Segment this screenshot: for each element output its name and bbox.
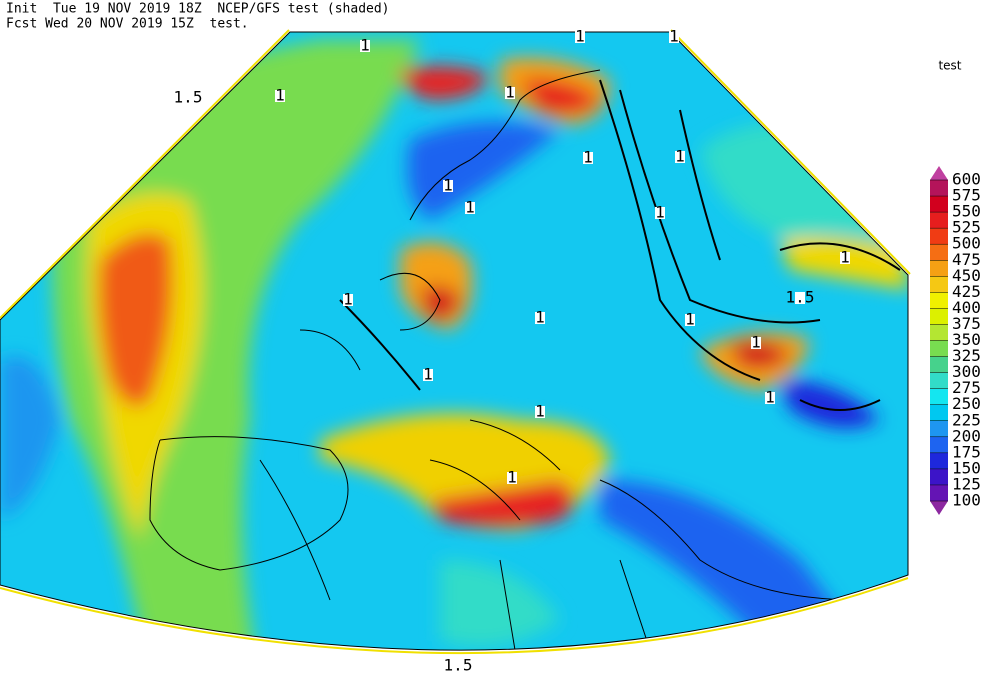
contour-label-box xyxy=(751,337,761,349)
colorbar-label: 525 xyxy=(952,218,981,237)
contour-label: 1.5 xyxy=(174,88,203,107)
contour-label: 1 xyxy=(443,176,453,195)
colorbar-label: 150 xyxy=(952,458,981,477)
colorbar-label: 125 xyxy=(952,474,981,493)
contour-label: 1 xyxy=(675,147,685,166)
contour-label-box xyxy=(795,292,805,304)
contour-label: 1 xyxy=(575,27,585,46)
colorbar-label: 275 xyxy=(952,378,981,397)
contour-label-box xyxy=(840,252,850,264)
contour-label-box xyxy=(675,151,685,163)
colorbar-label: 600 xyxy=(952,170,981,189)
colorbar-swatch xyxy=(930,340,948,357)
contour-label: 1 xyxy=(360,36,370,55)
colorbar-swatch xyxy=(930,228,948,245)
contour-label-box xyxy=(465,202,475,214)
contour-label-box xyxy=(183,92,193,104)
contour-label-box xyxy=(685,314,695,326)
shaded-field xyxy=(0,32,908,651)
colorbar: test 10012515017520022525027530032535037… xyxy=(930,59,981,515)
colorbar-swatch xyxy=(930,468,948,485)
colorbar-title: test xyxy=(938,59,961,73)
contour-label: 1 xyxy=(465,198,475,217)
contours xyxy=(339,79,901,411)
contour-label-box xyxy=(453,660,463,672)
contour-label-box xyxy=(275,90,285,102)
contour-label: 1 xyxy=(535,402,545,421)
contour-label: 1 xyxy=(840,248,850,267)
colorbar-swatch xyxy=(930,244,948,261)
header-line-1: Init Tue 19 NOV 2019 18Z NCEP/GFS test (… xyxy=(6,2,390,17)
colorbar-swatch xyxy=(930,356,948,373)
colorbar-swatch xyxy=(930,372,948,389)
colorbar-label: 225 xyxy=(952,410,981,429)
contour-label: 1 xyxy=(535,308,545,327)
colorbar-over xyxy=(930,166,948,180)
contour-label-box xyxy=(655,207,665,219)
colorbar-swatch xyxy=(930,420,948,437)
contour-label: 1 xyxy=(343,290,353,309)
colorbar-label: 250 xyxy=(952,394,981,413)
colorbar-label: 350 xyxy=(952,330,981,349)
colorbar-swatch xyxy=(930,452,948,469)
contour-label-box xyxy=(360,40,370,52)
colorbar-under xyxy=(930,501,948,515)
contour-label: 1 xyxy=(507,468,517,487)
contour-label: 1 xyxy=(751,333,761,352)
contour-label-box xyxy=(765,392,775,404)
contour-label-box xyxy=(505,87,515,99)
contour-label-box xyxy=(535,406,545,418)
colorbar-swatch xyxy=(930,180,948,197)
colorbar-label: 375 xyxy=(952,314,981,333)
contour-label: 1 xyxy=(685,310,695,329)
colorbar-swatch xyxy=(930,388,948,405)
contour-label: 1 xyxy=(423,365,433,384)
colorbar-label: 325 xyxy=(952,346,981,365)
colorbar-label: 575 xyxy=(952,186,981,205)
colorbar-label: 400 xyxy=(952,298,981,317)
colorbar-swatch xyxy=(930,212,948,229)
colorbar-label: 425 xyxy=(952,282,981,301)
contour-label-box xyxy=(583,152,593,164)
colorbar-swatch xyxy=(930,436,948,453)
coastlines xyxy=(149,69,861,651)
contour-label-box xyxy=(535,312,545,324)
colorbar-label: 200 xyxy=(952,426,981,445)
contour-label: 1 xyxy=(505,83,515,102)
colorbar-label: 450 xyxy=(952,266,981,285)
contour-label: 1.5 xyxy=(444,656,473,675)
contour-label: 1 xyxy=(275,86,285,105)
contour-label-box xyxy=(443,180,453,192)
header-line-2: Fcst Wed 20 NOV 2019 15Z test. xyxy=(6,17,249,32)
colorbar-swatch xyxy=(930,308,948,325)
colorbar-label: 475 xyxy=(952,250,981,269)
colorbar-swatch xyxy=(930,404,948,421)
contour-label: 1 xyxy=(765,388,775,407)
contour-label-box xyxy=(423,369,433,381)
contour-label-box xyxy=(343,294,353,306)
colorbar-label: 550 xyxy=(952,202,981,221)
colorbar-swatch xyxy=(930,324,948,341)
contour-label: 1 xyxy=(583,148,593,167)
colorbar-swatch xyxy=(930,484,948,501)
contour-label: 1 xyxy=(669,27,679,46)
colorbar-swatch xyxy=(930,260,948,277)
colorbar-swatch xyxy=(930,196,948,213)
colorbar-label: 300 xyxy=(952,362,981,381)
contour-label-box xyxy=(507,472,517,484)
colorbar-label: 175 xyxy=(952,442,981,461)
contour-label-box xyxy=(575,31,585,43)
contour-label: 1.5 xyxy=(786,288,815,307)
colorbar-swatch xyxy=(930,292,948,309)
contour-label-box xyxy=(669,31,679,43)
colorbar-swatch xyxy=(930,276,948,293)
colorbar-label: 500 xyxy=(952,234,981,253)
contour-label: 1 xyxy=(655,203,665,222)
colorbar-label: 100 xyxy=(952,491,981,510)
